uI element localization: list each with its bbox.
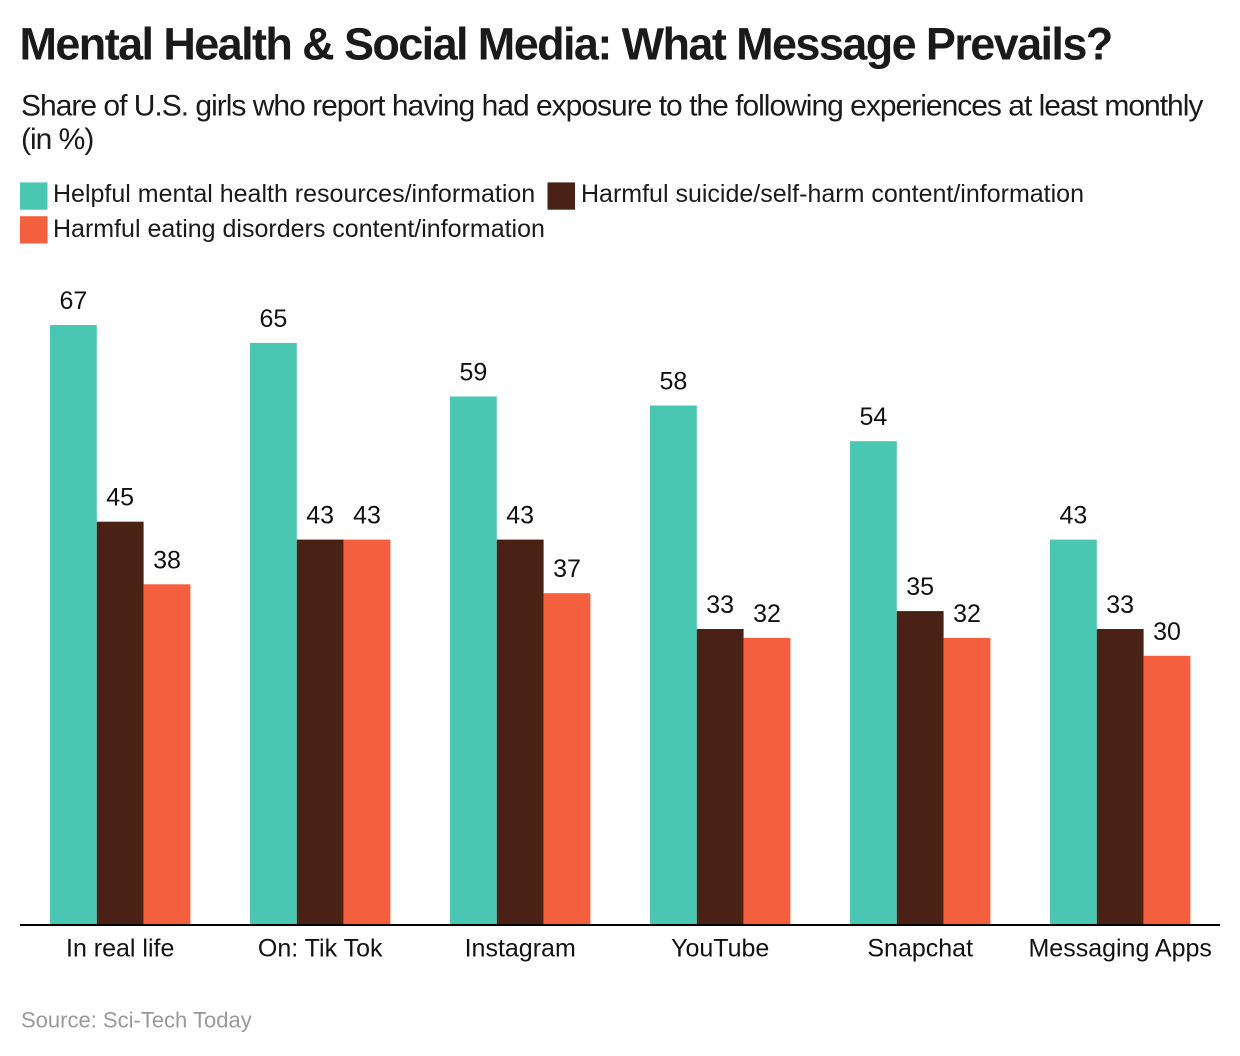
svg-text:Messaging Apps: Messaging Apps	[1028, 934, 1211, 962]
svg-text:37: 37	[553, 555, 581, 583]
svg-text:35: 35	[906, 573, 934, 601]
svg-text:32: 32	[753, 600, 781, 628]
svg-text:In real life: In real life	[66, 934, 174, 962]
svg-text:Share of U.S. girls who report: Share of U.S. girls who report having ha…	[21, 90, 1203, 123]
svg-text:Snapchat: Snapchat	[867, 934, 973, 962]
svg-text:43: 43	[306, 502, 334, 530]
svg-text:Source: Sci-Tech Today: Source: Sci-Tech Today	[21, 1008, 252, 1033]
svg-text:58: 58	[659, 368, 687, 396]
svg-text:59: 59	[459, 359, 487, 387]
svg-text:65: 65	[259, 305, 287, 333]
svg-text:Harmful suicide/self-harm cont: Harmful suicide/self-harm content/inform…	[581, 180, 1084, 208]
svg-text:Mental Health & Social Media:: Mental Health & Social Media: What Messa…	[20, 18, 1112, 69]
svg-text:43: 43	[506, 502, 534, 530]
svg-text:33: 33	[1106, 591, 1134, 619]
svg-text:54: 54	[859, 403, 887, 431]
svg-text:32: 32	[953, 600, 981, 628]
svg-text:67: 67	[59, 287, 87, 315]
svg-text:45: 45	[106, 484, 134, 512]
svg-text:38: 38	[153, 546, 181, 574]
svg-text:Helpful mental health resource: Helpful mental health resources/informat…	[53, 180, 535, 208]
svg-text:30: 30	[1153, 618, 1181, 646]
svg-text:43: 43	[353, 502, 381, 530]
svg-text:(in %): (in %)	[21, 123, 93, 156]
svg-text:Harmful eating disorders conte: Harmful eating disorders content/informa…	[53, 215, 545, 243]
svg-text:On: Tik Tok: On: Tik Tok	[258, 934, 383, 962]
svg-text:43: 43	[1059, 502, 1087, 530]
svg-text:33: 33	[706, 591, 734, 619]
svg-text:Instagram: Instagram	[465, 934, 576, 962]
svg-text:YouTube: YouTube	[671, 934, 769, 962]
